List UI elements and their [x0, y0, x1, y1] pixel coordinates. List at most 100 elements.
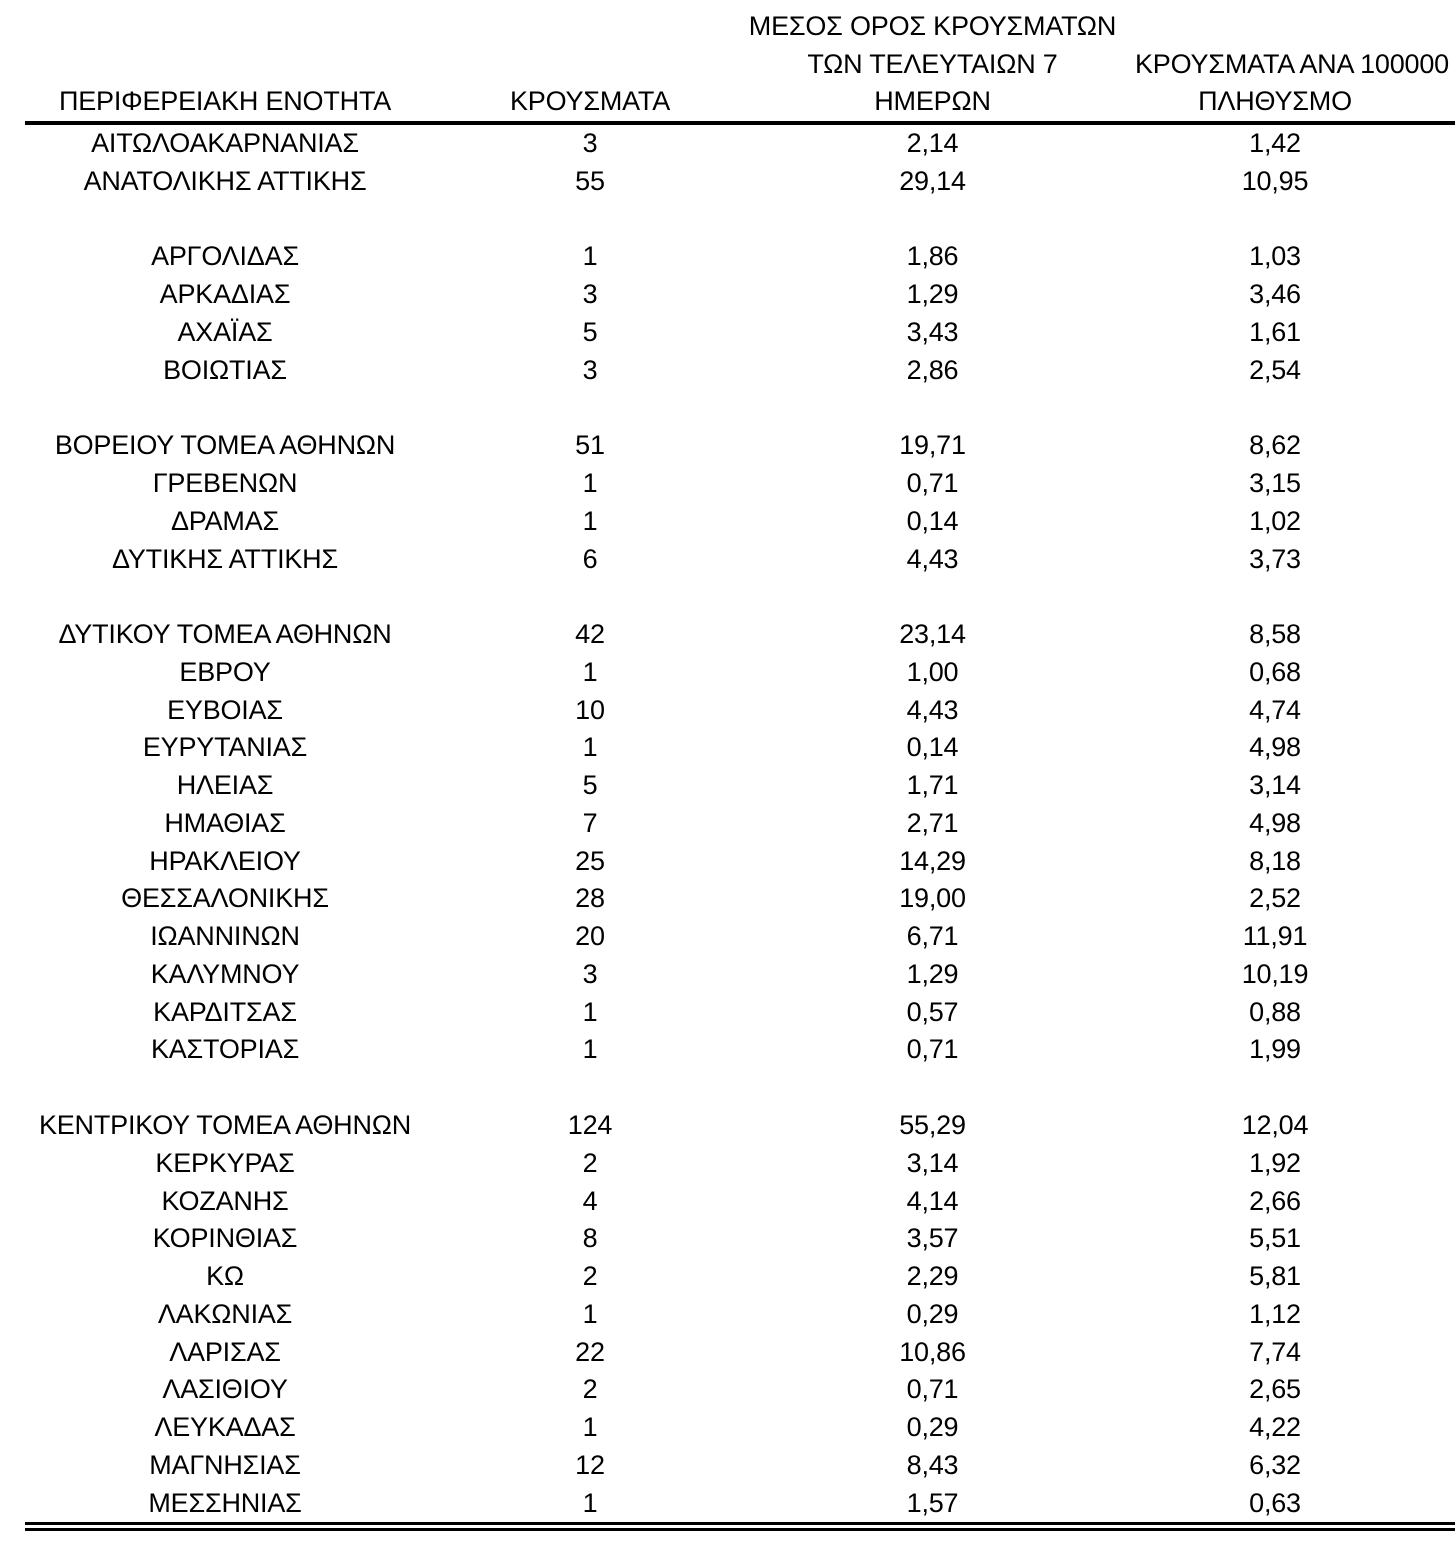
- header-7day-average-line1: ΜΕΣΟΣ ΟΡΟΣ ΚΡΟΥΣΜΑΤΩΝ: [748, 11, 1117, 41]
- table-row: ΚΑΛΥΜΝΟΥ 3 1,29 10,19: [0, 956, 1455, 994]
- region-name-cell: ΕΥΒΟΙΑΣ: [167, 694, 283, 725]
- table-row: ΕΥΡΥΤΑΝΙΑΣ 1 0,14 4,98: [0, 729, 1455, 767]
- region-name-cell: ΚΕΝΤΡΙΚΟΥ ΤΟΜΕΑ ΑΘΗΝΩΝ: [38, 1110, 412, 1141]
- region-name-cell: ΚΑΡΔΙΤΣΑΣ: [153, 996, 297, 1027]
- cases-cell: [450, 578, 730, 616]
- header-regional-unit: ΠΕΡΙΦΕΡΕΙΑΚΗ ΕΝΟΤΗΤΑ: [0, 83, 450, 121]
- cases-cell: 8: [582, 1223, 598, 1254]
- region-name-cell: ΗΜΑΘΙΑΣ: [164, 807, 286, 838]
- avg7-cell: 10,86: [899, 1336, 966, 1367]
- avg7-cell: [730, 578, 1135, 616]
- per100k-cell: 5,81: [1249, 1261, 1301, 1292]
- region-name-cell: ΑΡΚΑΔΙΑΣ: [159, 279, 291, 310]
- per100k-cell: 4,22: [1249, 1412, 1301, 1443]
- per100k-cell: [1135, 389, 1455, 427]
- table-row: [0, 1069, 1455, 1107]
- avg7-cell: 0,71: [906, 1374, 959, 1405]
- avg7-cell: 0,29: [906, 1298, 959, 1329]
- table-row: ΚΕΡΚΥΡΑΣ 2 3,14 1,92: [0, 1145, 1455, 1183]
- table-header-row: ΠΕΡΙΦΕΡΕΙΑΚΗ ΕΝΟΤΗΤΑ ΚΡΟΥΣΜΑΤΑ ΜΕΣΟΣ ΟΡΟ…: [0, 0, 1455, 121]
- region-name-cell: ΑΧΑΪΑΣ: [177, 316, 273, 347]
- cases-cell: 28: [575, 883, 605, 914]
- cases-cell: 3: [582, 354, 598, 385]
- avg7-cell: 3,14: [906, 1147, 959, 1178]
- avg7-cell: 23,14: [899, 619, 966, 650]
- avg7-cell: [730, 389, 1135, 427]
- table-row: ΑΡΓΟΛΙΔΑΣ 1 1,86 1,03: [0, 238, 1455, 276]
- cases-cell: 1: [582, 1298, 598, 1329]
- cases-cell: 51: [575, 430, 605, 461]
- region-name-cell: ΓΡΕΒΕΝΩΝ: [152, 468, 298, 498]
- per100k-cell: 3,15: [1249, 468, 1301, 498]
- cases-cell: 1: [582, 996, 598, 1027]
- table-row: ΑΝΑΤΟΛΙΚΗΣ ΑΤΤΙΚΗΣ 55 29,14 10,95: [0, 163, 1455, 201]
- avg7-cell: 3,43: [906, 316, 959, 347]
- cases-cell: 5: [582, 770, 598, 801]
- table-row: ΗΜΑΘΙΑΣ 7 2,71 4,98: [0, 805, 1455, 843]
- header-7day-average-line2: ΤΩΝ ΤΕΛΕΥΤΑΙΩΝ 7: [807, 48, 1058, 79]
- table-row: ΔΥΤΙΚΟΥ ΤΟΜΕΑ ΑΘΗΝΩΝ 42 23,14 8,58: [0, 616, 1455, 654]
- region-name-cell: ΚΕΡΚΥΡΑΣ: [155, 1147, 295, 1178]
- avg7-cell: 1,86: [906, 241, 959, 272]
- per100k-cell: 7,74: [1249, 1336, 1301, 1367]
- avg7-cell: 1,29: [906, 279, 959, 310]
- cases-cell: 1: [582, 241, 598, 272]
- region-name-cell: ΛΑΚΩΝΙΑΣ: [157, 1298, 293, 1329]
- avg7-cell: 1,57: [906, 1487, 959, 1518]
- region-name-cell: [0, 389, 450, 427]
- table-bottom-double-rule: [25, 1522, 1455, 1532]
- avg7-cell: 4,43: [906, 694, 959, 725]
- cases-cell: 1: [582, 1034, 598, 1065]
- per100k-cell: [1135, 578, 1455, 616]
- table-row: ΜΕΣΣΗΝΙΑΣ 1 1,57 0,63: [0, 1485, 1455, 1523]
- table-row: ΜΑΓΝΗΣΙΑΣ 12 8,43 6,32: [0, 1447, 1455, 1485]
- per100k-cell: 1,42: [1249, 128, 1301, 159]
- cases-cell: 1: [582, 505, 598, 536]
- per100k-cell: 5,51: [1249, 1223, 1301, 1254]
- header-regional-unit-label: ΠΕΡΙΦΕΡΕΙΑΚΗ ΕΝΟΤΗΤΑ: [58, 86, 392, 117]
- table-row: ΚΟΖΑΝΗΣ 4 4,14 2,66: [0, 1183, 1455, 1221]
- region-name-cell: ΔΥΤΙΚΗΣ ΑΤΤΙΚΗΣ: [112, 543, 338, 574]
- per100k-cell: 10,95: [1241, 165, 1309, 196]
- region-name-cell: ΘΕΣΣΑΛΟΝΙΚΗΣ: [121, 883, 329, 914]
- cases-cell: 10: [575, 694, 605, 725]
- region-name-cell: ΛΑΡΙΣΑΣ: [169, 1336, 281, 1367]
- per100k-cell: 12,04: [1241, 1110, 1309, 1141]
- avg7-cell: [730, 1069, 1135, 1107]
- cases-cell: 2: [582, 1147, 598, 1178]
- per100k-cell: 2,52: [1249, 883, 1301, 914]
- cases-cell: 55: [575, 165, 605, 196]
- avg7-cell: 1,00: [906, 656, 959, 687]
- per100k-cell: [1135, 201, 1455, 239]
- avg7-cell: 6,71: [906, 921, 959, 952]
- avg7-cell: 2,86: [906, 354, 959, 385]
- per100k-cell: [1135, 1069, 1455, 1107]
- per100k-cell: 1,99: [1249, 1034, 1301, 1065]
- header-cases-label: ΚΡΟΥΣΜΑΤΑ: [509, 86, 671, 117]
- cases-cell: 3: [582, 128, 598, 159]
- avg7-cell: 0,14: [906, 505, 959, 536]
- table-row: ΚΑΡΔΙΤΣΑΣ 1 0,57 0,88: [0, 994, 1455, 1032]
- avg7-cell: 0,14: [906, 732, 959, 763]
- region-name-cell: ΗΛΕΙΑΣ: [176, 770, 274, 801]
- cases-cell: 124: [567, 1110, 613, 1141]
- region-name-cell: ΔΥΤΙΚΟΥ ΤΟΜΕΑ ΑΘΗΝΩΝ: [58, 619, 392, 650]
- cases-cell: 1: [582, 468, 598, 498]
- header-per-100000-line2: ΠΛΗΘΥΣΜΟ: [1198, 86, 1352, 117]
- per100k-cell: 2,65: [1249, 1374, 1301, 1405]
- avg7-cell: 2,14: [906, 128, 959, 159]
- table-row: ΗΛΕΙΑΣ 5 1,71 3,14: [0, 767, 1455, 805]
- table-row: ΛΑΣΙΘΙΟΥ 2 0,71 2,65: [0, 1371, 1455, 1409]
- table-row: ΚΟΡΙΝΘΙΑΣ 8 3,57 5,51: [0, 1220, 1455, 1258]
- region-name-cell: [0, 201, 450, 239]
- avg7-cell: 0,71: [906, 1034, 959, 1065]
- per100k-cell: 1,03: [1249, 241, 1301, 272]
- per100k-cell: 0,88: [1249, 996, 1301, 1027]
- avg7-cell: 29,14: [899, 165, 966, 196]
- avg7-cell: 55,29: [899, 1110, 966, 1141]
- per100k-cell: 0,68: [1249, 656, 1301, 687]
- header-7day-average: ΜΕΣΟΣ ΟΡΟΣ ΚΡΟΥΣΜΑΤΩΝ ΤΩΝ ΤΕΛΕΥΤΑΙΩΝ 7 Η…: [730, 8, 1135, 121]
- avg7-cell: 4,43: [906, 543, 959, 574]
- region-name-cell: ΚΟΡΙΝΘΙΑΣ: [152, 1223, 298, 1254]
